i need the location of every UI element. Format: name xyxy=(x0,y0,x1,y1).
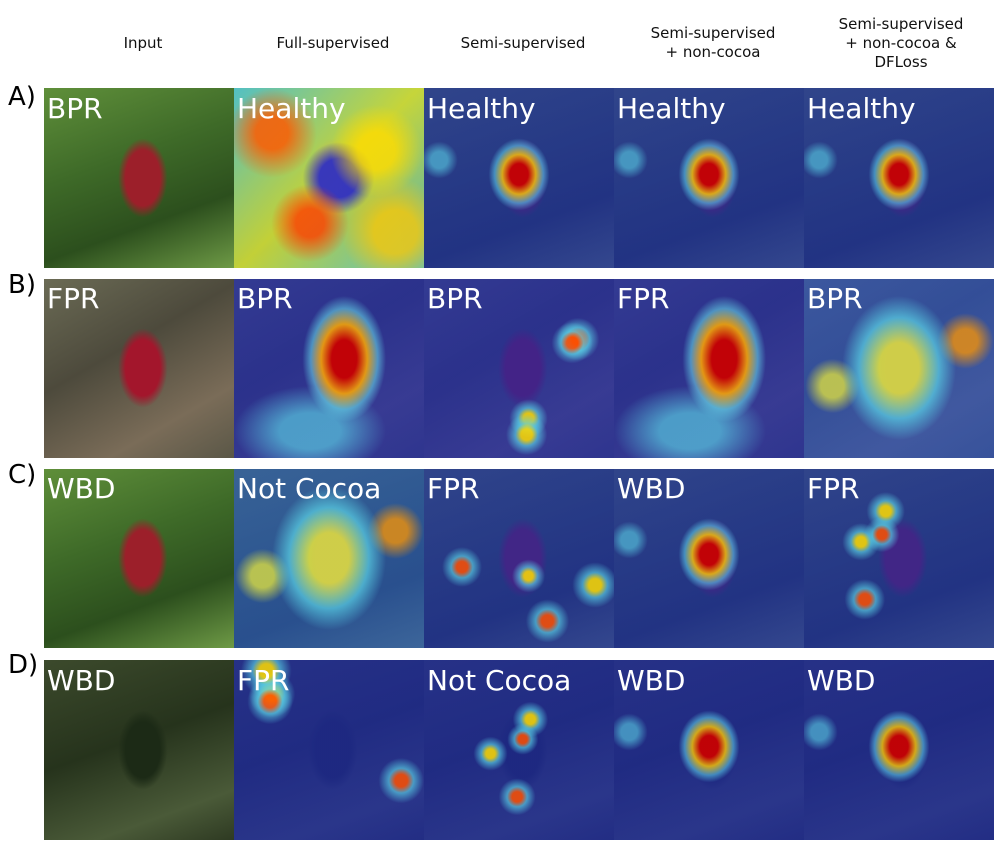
cell-d-full-supervised: FPR xyxy=(234,660,424,840)
cell-b-semi-supervised: BPR xyxy=(424,278,614,458)
attention-heatmap-overlay xyxy=(804,88,994,268)
prediction-label: Not Cocoa xyxy=(237,472,382,505)
row-separator xyxy=(44,657,1000,660)
header-line: Semi-supervised xyxy=(650,24,776,42)
cell-c-semi-supervised: FPR xyxy=(424,468,614,648)
header-line: Semi-supervised xyxy=(460,33,586,52)
cell-a-input: BPR xyxy=(44,88,234,268)
photo-background xyxy=(44,660,234,840)
cell-d-semi-supervised: Not Cocoa xyxy=(424,660,614,840)
prediction-label: BPR xyxy=(237,282,293,315)
header-line: Full-supervised xyxy=(276,33,390,52)
attention-heatmap-overlay xyxy=(424,278,614,458)
row-label-a: A) xyxy=(8,82,36,112)
column-header-semi-non-cocoa-dfloss: Semi-supervised + non-cocoa & DFLoss xyxy=(806,0,996,86)
attention-heatmap-overlay xyxy=(614,278,804,458)
cell-a-semi-supervised: Healthy xyxy=(424,88,614,268)
prediction-label: FPR xyxy=(807,472,860,505)
attention-heatmap-overlay xyxy=(614,660,804,840)
prediction-label: Healthy xyxy=(807,92,916,125)
cell-a-full-supervised: Healthy xyxy=(234,88,424,268)
attention-heatmap-overlay xyxy=(424,660,614,840)
cell-b-semi-non-cocoa: FPR xyxy=(614,278,804,458)
prediction-label: BPR xyxy=(807,282,863,315)
prediction-label: WBD xyxy=(807,664,876,697)
prediction-label: Not Cocoa xyxy=(427,664,572,697)
prediction-label: FPR xyxy=(617,282,670,315)
cell-d-semi-non-cocoa-dfloss: WBD xyxy=(804,660,994,840)
prediction-label: FPR xyxy=(237,664,290,697)
header-line: Semi-supervised xyxy=(838,14,964,33)
column-header-full-supervised: Full-supervised xyxy=(238,0,428,86)
row-label-c: C) xyxy=(8,460,37,490)
row-separator xyxy=(44,276,1000,279)
header-line: Input xyxy=(123,33,163,52)
attention-heatmap-overlay xyxy=(234,88,424,268)
prediction-label: FPR xyxy=(427,472,480,505)
header-line: + non-cocoa xyxy=(665,43,761,61)
prediction-label: WBD xyxy=(47,664,116,697)
attention-heatmap-overlay xyxy=(614,468,804,648)
photo-background xyxy=(44,278,234,458)
attention-heatmap-overlay xyxy=(424,88,614,268)
column-header-semi-supervised: Semi-supervised xyxy=(428,0,618,86)
attention-heatmap-overlay xyxy=(234,278,424,458)
column-header-input: Input xyxy=(48,0,238,86)
header-line: DFLoss xyxy=(874,52,928,71)
column-header-semi-non-cocoa: Semi-supervised + non-cocoa xyxy=(618,0,808,86)
prediction-label: Healthy xyxy=(427,92,536,125)
attention-heatmap-overlay xyxy=(234,468,424,648)
cell-b-full-supervised: BPR xyxy=(234,278,424,458)
prediction-label: WBD xyxy=(617,472,686,505)
cell-c-semi-non-cocoa: WBD xyxy=(614,468,804,648)
cell-b-semi-non-cocoa-dfloss: BPR xyxy=(804,278,994,458)
row-separator xyxy=(44,466,1000,469)
prediction-label: BPR xyxy=(47,92,103,125)
photo-background xyxy=(44,468,234,648)
prediction-label: WBD xyxy=(617,664,686,697)
row-label-b: B) xyxy=(8,270,36,300)
cell-a-semi-non-cocoa-dfloss: Healthy xyxy=(804,88,994,268)
header-line: + non-cocoa & xyxy=(845,33,957,52)
cell-d-semi-non-cocoa: WBD xyxy=(614,660,804,840)
attention-heatmap-overlay xyxy=(424,468,614,648)
cell-b-input: FPR xyxy=(44,278,234,458)
prediction-label: FPR xyxy=(47,282,100,315)
prediction-label: WBD xyxy=(47,472,116,505)
prediction-label: BPR xyxy=(427,282,483,315)
cell-a-semi-non-cocoa: Healthy xyxy=(614,88,804,268)
cell-d-input: WBD xyxy=(44,660,234,840)
cell-c-full-supervised: Not Cocoa xyxy=(234,468,424,648)
cell-c-input: WBD xyxy=(44,468,234,648)
attention-heatmap-overlay xyxy=(614,88,804,268)
attention-heatmap-overlay xyxy=(234,660,424,840)
photo-background xyxy=(44,88,234,268)
attention-heatmap-overlay xyxy=(804,660,994,840)
prediction-label: Healthy xyxy=(237,92,346,125)
row-label-d: D) xyxy=(8,650,39,680)
prediction-label: Healthy xyxy=(617,92,726,125)
cell-c-semi-non-cocoa-dfloss: FPR xyxy=(804,468,994,648)
attention-heatmap-overlay xyxy=(804,468,994,648)
attention-heatmap-overlay xyxy=(804,278,994,458)
